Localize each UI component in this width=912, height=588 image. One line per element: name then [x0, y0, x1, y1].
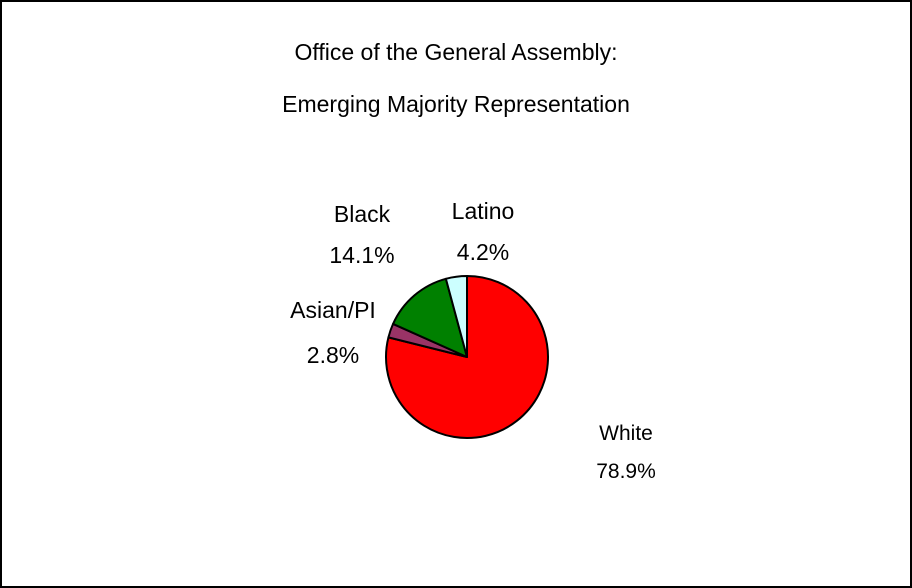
- slice-label-asian-pi: Asian/PI: [290, 297, 376, 323]
- slice-value-asian-pi: 2.8%: [307, 342, 359, 368]
- slice-value-white: 78.9%: [596, 460, 656, 483]
- slice-label-latino: Latino: [452, 198, 515, 224]
- pie-slice-latino: [444, 274, 468, 358]
- slice-label-black: Black: [334, 201, 391, 227]
- slice-value-black: 14.1%: [329, 242, 394, 268]
- slice-value-latino: 4.2%: [457, 239, 509, 265]
- slice-label-white: White: [599, 422, 653, 445]
- chart-title: Office of the General Assembly:: [294, 39, 618, 65]
- pie-slices: [385, 274, 549, 439]
- pie-slice-black: [392, 277, 468, 358]
- chart-subtitle: Emerging Majority Representation: [282, 91, 630, 117]
- pie-labels: White 78.9% Asian/PI 2.8% Black 14.1% Latino 4.…: [290, 198, 656, 483]
